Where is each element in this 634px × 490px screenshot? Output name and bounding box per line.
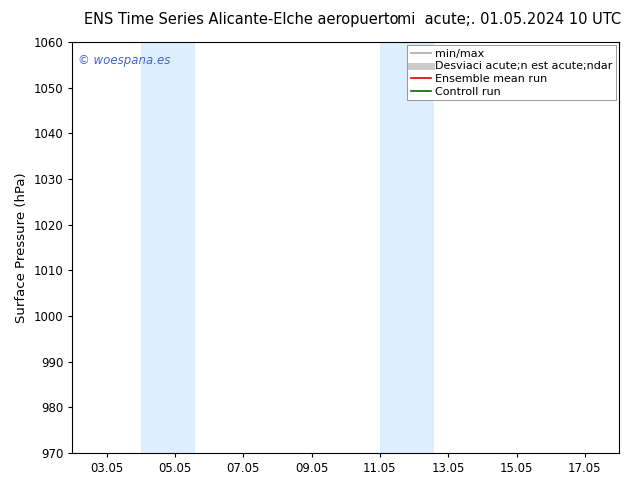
Bar	[141, 42, 195, 453]
Y-axis label: Surface Pressure (hPa): Surface Pressure (hPa)	[15, 172, 28, 323]
Text: © woespana.es: © woespana.es	[78, 54, 170, 68]
Text: mi  acute;. 01.05.2024 10 UTC: mi acute;. 01.05.2024 10 UTC	[397, 12, 621, 27]
Bar	[380, 42, 434, 453]
Text: ENS Time Series Alicante-Elche aeropuerto: ENS Time Series Alicante-Elche aeropuert…	[84, 12, 398, 27]
Legend: min/max, Desviaci acute;n est acute;ndar, Ensemble mean run, Controll run: min/max, Desviaci acute;n est acute;ndar…	[407, 46, 616, 100]
